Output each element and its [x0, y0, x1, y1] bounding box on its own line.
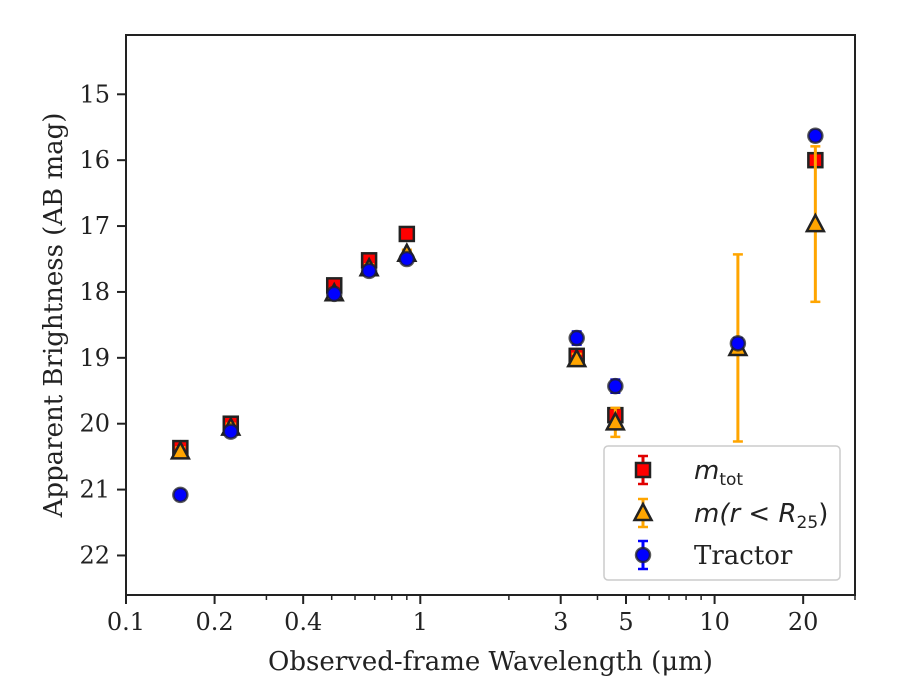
- data-point-circle: [325, 285, 343, 303]
- data-point-circle: [398, 250, 416, 268]
- data-point-circle: [222, 423, 240, 440]
- y-tick-label: 21: [79, 476, 110, 504]
- legend-entry: m(r < R25): [632, 497, 828, 533]
- legend-label: m(r < R25): [694, 499, 828, 533]
- x-tick-label: 5: [618, 608, 633, 636]
- x-axis: 0.1 0.2 0.4 1 3 5 10 20: [107, 595, 856, 636]
- legend-marker-square: [634, 461, 652, 479]
- y-axis-label: Apparent Brightness (AB mag): [39, 113, 69, 519]
- series-3: [172, 127, 824, 504]
- x-axis-label: Observed-frame Wavelength (μm): [268, 647, 713, 677]
- x-tick-label: 1: [413, 608, 428, 636]
- y-tick-label: 18: [79, 278, 110, 306]
- legend-marker-triangle: [632, 501, 654, 522]
- legend-label: Tractor: [694, 541, 793, 571]
- data-point-circle: [607, 377, 624, 395]
- plot-area: [169, 127, 826, 504]
- y-tick-label: 20: [79, 410, 110, 438]
- data-point-circle: [172, 486, 189, 504]
- legend-entry: Tractor: [634, 539, 793, 571]
- legend-entry: mtot: [634, 454, 743, 490]
- x-tick-label: 0.1: [107, 608, 145, 636]
- y-axis: 15 16 17 18 19 20 21 22: [79, 80, 126, 569]
- data-point-triangle: [169, 439, 191, 460]
- legend: mtot m(r < R25) Tractor: [603, 445, 841, 581]
- axes-frame: [125, 34, 856, 596]
- data-point-square: [398, 225, 416, 243]
- y-tick-label: 17: [79, 212, 110, 240]
- y-tick-label: 22: [79, 541, 110, 569]
- series-2: [169, 145, 826, 460]
- x-tick-label: 0.2: [196, 608, 234, 636]
- series-1: [172, 151, 824, 457]
- data-point-circle: [807, 127, 824, 145]
- x-tick-label: 20: [788, 608, 819, 636]
- data-point-triangle: [566, 347, 588, 368]
- x-tick-label: 0.4: [284, 608, 322, 636]
- data-point-triangle: [804, 212, 826, 233]
- x-tick-label: 3: [553, 608, 568, 636]
- y-tick-label: 19: [79, 344, 110, 372]
- data-point-circle: [568, 329, 585, 347]
- data-point-circle: [729, 335, 747, 352]
- x-tick-label: 10: [699, 608, 730, 636]
- legend-box: [603, 445, 841, 581]
- data-point-triangle: [604, 410, 626, 431]
- y-tick-label: 16: [79, 146, 110, 174]
- legend-marker-circle: [634, 546, 652, 564]
- data-point-circle: [360, 262, 378, 280]
- legend-label: mtot: [694, 456, 743, 490]
- y-tick-label: 15: [79, 80, 110, 108]
